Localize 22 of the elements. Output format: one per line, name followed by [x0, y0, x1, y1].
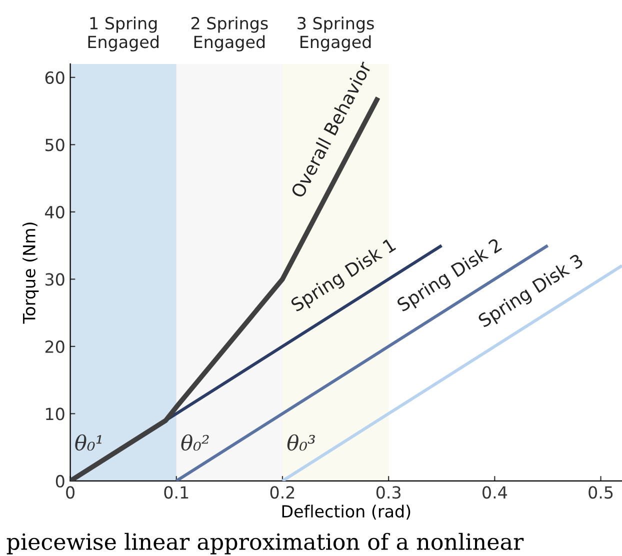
x-tick-label: 0.3 [376, 486, 400, 499]
y-tick-label: 40 [45, 206, 64, 218]
annotation: θ₀³ [287, 434, 315, 451]
y-tick-label: 10 [46, 408, 64, 420]
x-tick-label: 0.2 [270, 486, 294, 499]
x-tick-label: 0.4 [482, 486, 507, 499]
band-label: 3 Springs Engaged [298, 16, 374, 52]
annotation: θ₀¹ [75, 434, 102, 451]
x-tick-label: 0.5 [588, 486, 613, 499]
y-tick-label: 50 [46, 138, 64, 152]
band-label: 2 Springs Engaged [191, 16, 268, 52]
y-tick-label: 30 [45, 273, 64, 286]
y-tick-label: 20 [45, 340, 64, 353]
y-tick-label: 0 [56, 474, 64, 488]
y-axis-title: Torque (Nm) [22, 222, 39, 324]
y-tick-label: 60 [45, 71, 64, 84]
x-axis-title: Deflection (rad) [282, 504, 410, 520]
band-label: 1 Spring Engaged [88, 16, 158, 52]
x-tick-label: 0.1 [164, 486, 188, 499]
annotation: θ₀² [181, 434, 209, 451]
x-tick-label: 0 [66, 486, 74, 499]
text: piecewise linear approximation of a nonlinear [6, 532, 524, 554]
